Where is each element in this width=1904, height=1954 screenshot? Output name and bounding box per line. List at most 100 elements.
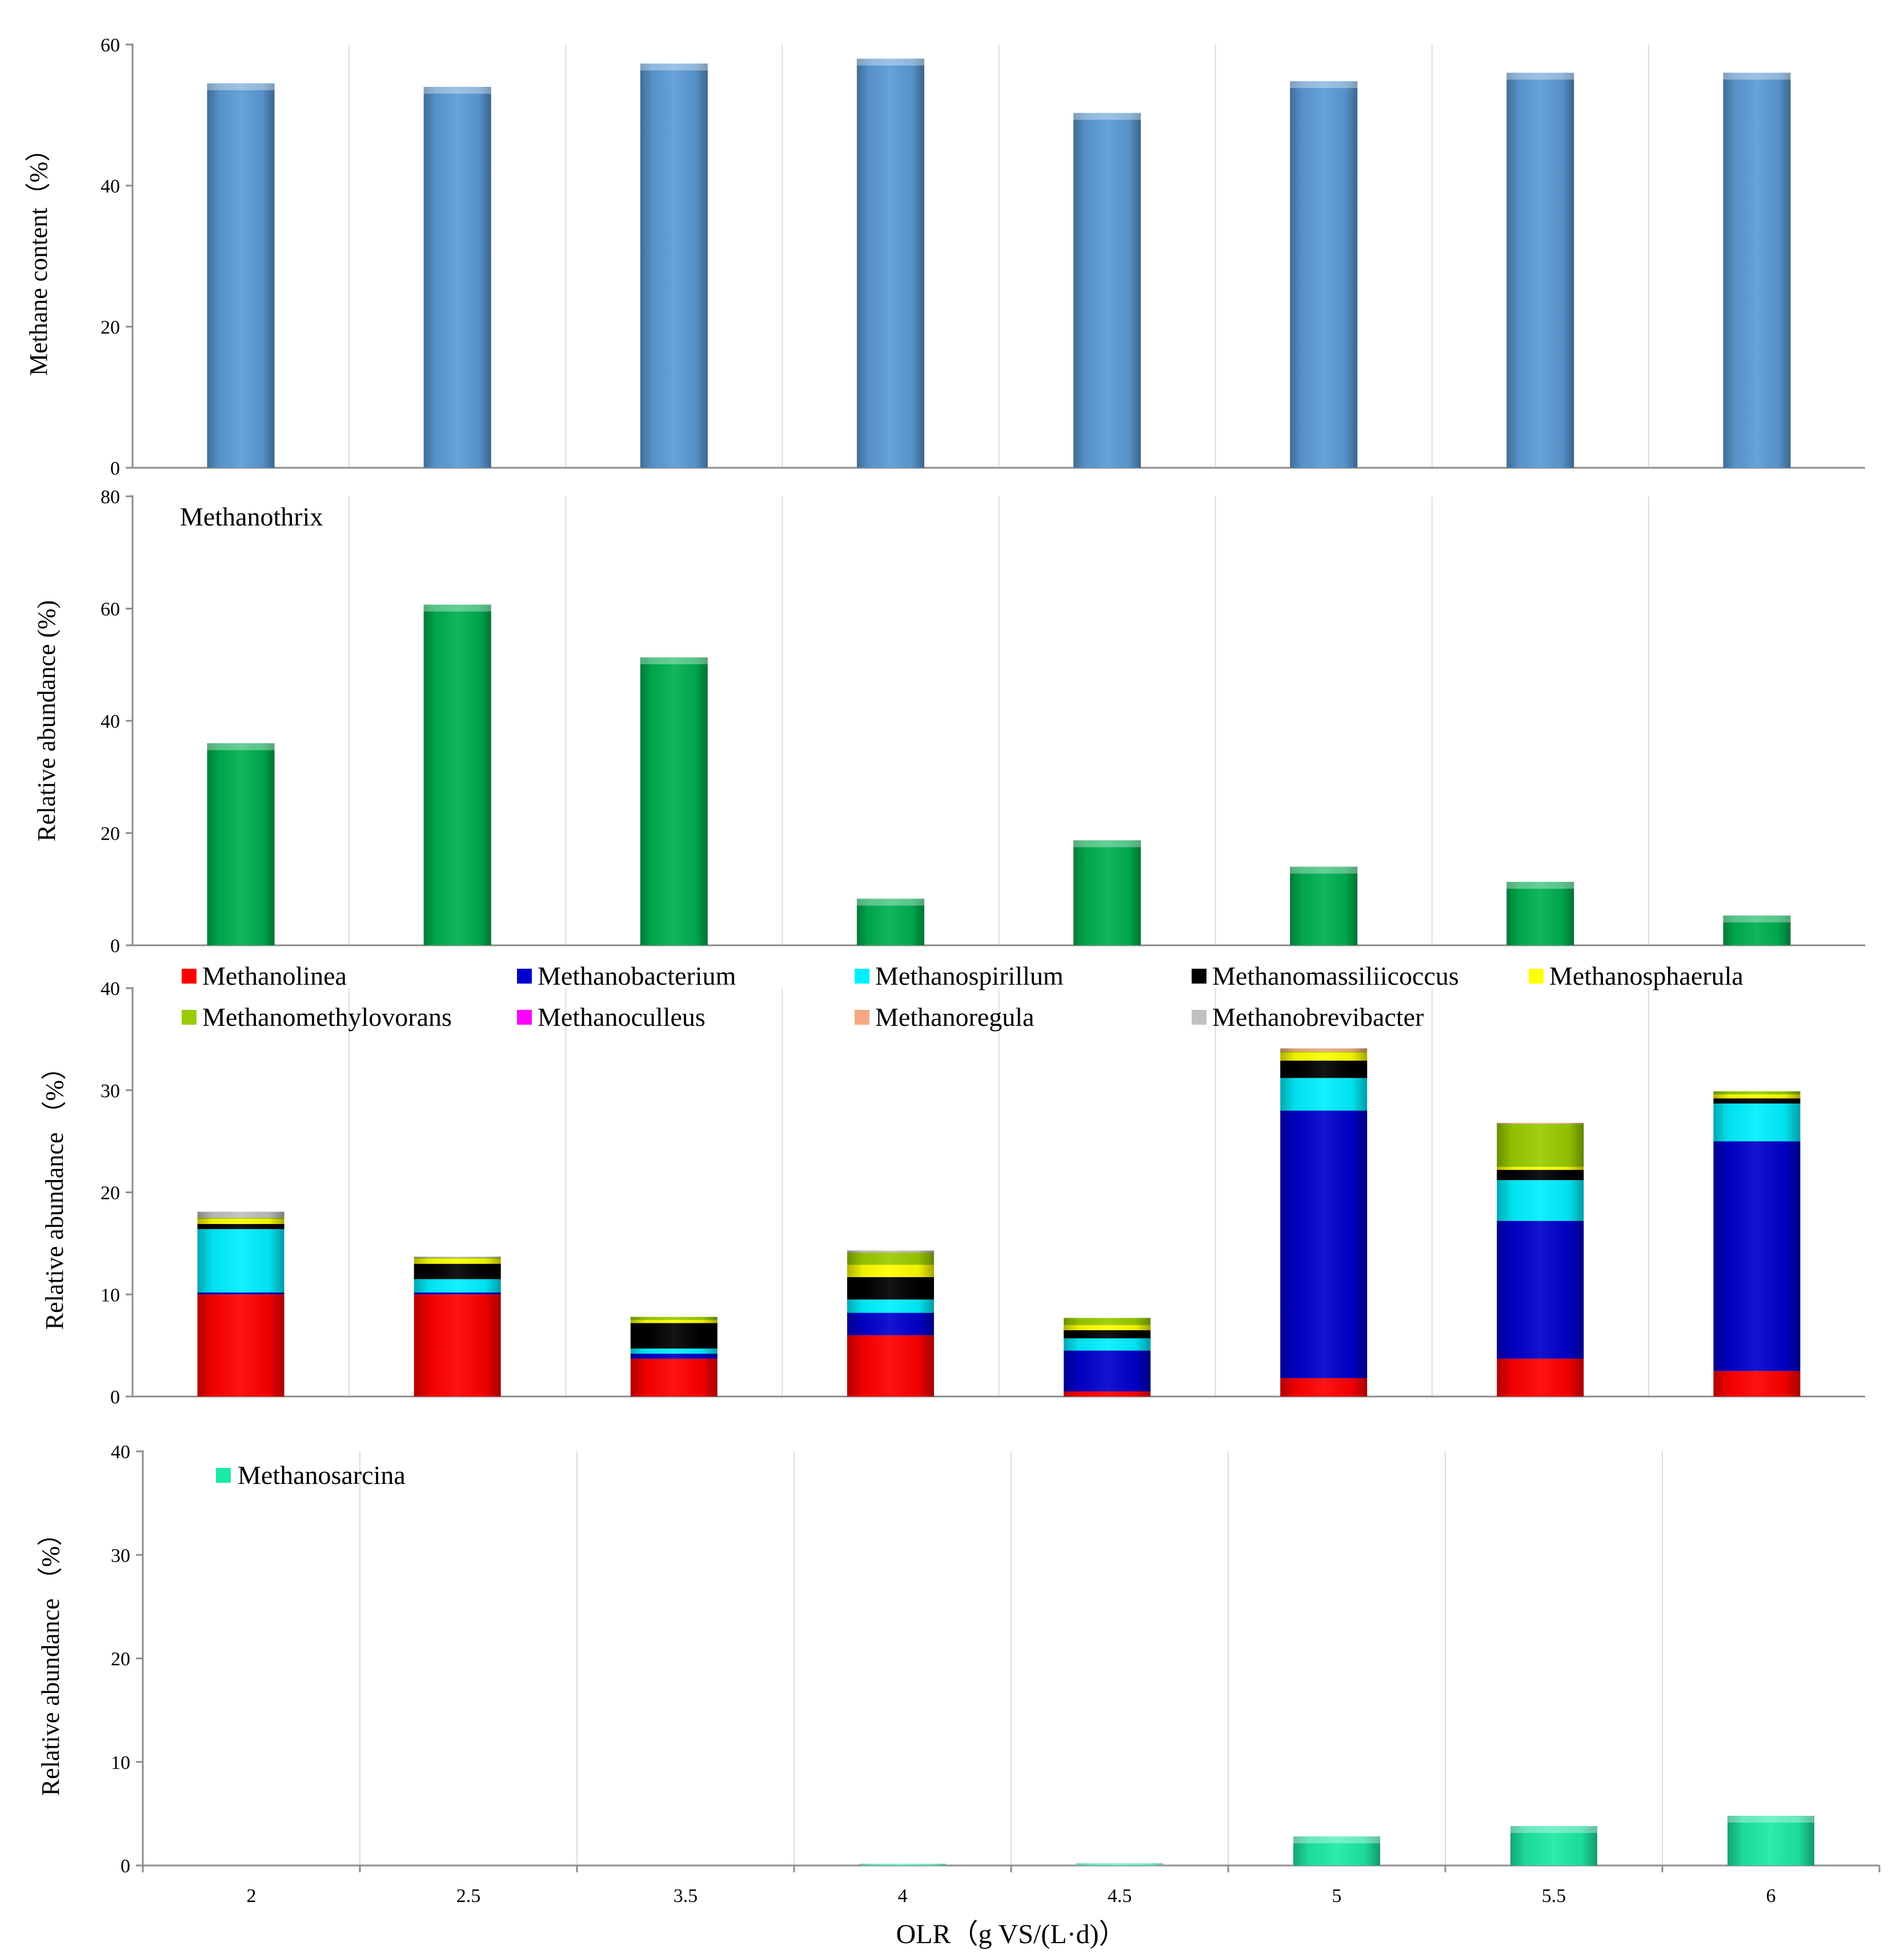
bar-cap [856, 898, 924, 906]
bar-shading [1064, 1318, 1151, 1325]
bar-shading [1497, 1221, 1584, 1359]
x-tick-label: 5 [1332, 1885, 1342, 1907]
bar-shading [1280, 1078, 1368, 1111]
x-tick-label: 4 [898, 1885, 908, 1907]
bar-shading [197, 1223, 284, 1229]
panel-2: 0 20 40 60 80 Relative abundance (%) Methanoth… [33, 487, 1865, 957]
y-tick-label: 10 [111, 1752, 130, 1774]
y-tick-label: 60 [101, 599, 120, 620]
bar-cap [1723, 73, 1791, 80]
legend-label: Methanosarcina [238, 1461, 406, 1490]
legend-swatch [1529, 969, 1544, 984]
bar-shading [1497, 1166, 1584, 1170]
y-tick-label: 0 [121, 1856, 130, 1877]
bar-shading [1064, 1330, 1151, 1339]
bar-cap [1723, 915, 1791, 922]
bar-shading [1727, 1816, 1814, 1865]
bar-shading [630, 1353, 717, 1359]
legend-label: Methanoculleus [538, 1002, 706, 1032]
bar-shading [1713, 1103, 1801, 1142]
legend-swatch [1192, 969, 1206, 984]
bar-shading [414, 1257, 501, 1259]
y-tick-label: 30 [111, 1545, 130, 1566]
bar-cap [1290, 81, 1358, 89]
y-axis-label: Methane content（%） [25, 137, 53, 376]
bar-shading [847, 1299, 934, 1313]
x-tick-label: 3.5 [674, 1885, 698, 1907]
bar-shading [1064, 1391, 1151, 1397]
bar-shading [414, 1279, 501, 1293]
legend-label: Methanobrevibacter [1212, 1002, 1424, 1032]
bar-shading [1723, 915, 1791, 945]
legend-swatch [1192, 1010, 1206, 1025]
bar-shading [1076, 1863, 1163, 1865]
bar-shading [1713, 1098, 1801, 1104]
bar-shading [207, 83, 275, 468]
panel-4: 0 10 20 30 40 Relative abundance （%） Methanosa… [37, 1442, 1881, 1949]
bar-shading [1073, 113, 1141, 468]
bar-shading [197, 1218, 284, 1224]
bar-shading [207, 743, 275, 945]
y-axis-label: Relative abundance （%） [41, 1055, 69, 1330]
bar-cap [207, 83, 275, 90]
bar-shading [414, 1258, 501, 1264]
bar-shading [847, 1252, 934, 1265]
bar-shading [414, 1292, 501, 1295]
bar-shading [847, 1335, 934, 1397]
bar-shading [640, 63, 708, 468]
bar-shading [414, 1294, 501, 1397]
bar-shading [1064, 1338, 1151, 1351]
legend-swatch [216, 1468, 231, 1483]
x-tick-label: 4.5 [1108, 1885, 1132, 1907]
bar-shading [1497, 1358, 1584, 1397]
bar-cap [640, 63, 708, 71]
bar-shading [1497, 1124, 1584, 1167]
bar-shading [1073, 840, 1141, 945]
x-tick-label: 5.5 [1542, 1885, 1566, 1907]
y-tick-label: 0 [110, 1387, 120, 1408]
bar-shading [1280, 1060, 1368, 1078]
bar-cap [1506, 73, 1574, 80]
bar-cap [423, 604, 491, 612]
y-tick-label: 20 [111, 1649, 130, 1670]
y-tick-label: 40 [101, 978, 120, 1000]
y-tick-label: 30 [101, 1081, 120, 1102]
bar-cap [859, 1864, 946, 1865]
y-tick-label: 40 [101, 711, 120, 732]
y-tick-label: 20 [101, 317, 120, 338]
bar-shading [1497, 1122, 1584, 1124]
bar-shading [414, 1257, 501, 1258]
bar-shading [197, 1292, 284, 1295]
bar-shading [847, 1277, 934, 1300]
bar-shading [1713, 1094, 1801, 1099]
bar-shading [1280, 1378, 1368, 1397]
bar-shading [847, 1313, 934, 1335]
legend-swatch [855, 969, 869, 984]
bar-shading [1290, 866, 1358, 945]
bar-shading [856, 898, 924, 945]
bar-shading [1497, 1170, 1584, 1181]
legend-swatch [182, 1010, 197, 1025]
x-tick-label: 6 [1766, 1885, 1776, 1907]
bar-cap [1293, 1836, 1380, 1844]
y-tick-label: 20 [101, 1183, 120, 1204]
bar-cap [1290, 866, 1358, 874]
legend-label: Methanobacterium [538, 961, 736, 990]
panel-1: 0 20 40 60 Methane content（%） [25, 35, 1865, 479]
bar-cap [207, 743, 275, 751]
legend-label: Methanosphaerula [1549, 961, 1743, 990]
bar-shading [856, 58, 924, 468]
legend-label: Methanomethylovorans [202, 1002, 452, 1032]
x-tick-label: 2.5 [456, 1885, 481, 1907]
bar-shading [630, 1319, 717, 1323]
legend-swatch [855, 1010, 869, 1025]
bar-shading [1280, 1048, 1368, 1052]
bar-shading [1713, 1371, 1801, 1397]
legend-swatch [517, 1010, 532, 1025]
legend-label: Methanoregula [875, 1002, 1034, 1032]
panel-annotation: Methanothrix [180, 502, 323, 531]
bar-cap [856, 58, 924, 66]
bar-cap [1073, 840, 1141, 848]
bar-shading [1280, 1051, 1368, 1053]
